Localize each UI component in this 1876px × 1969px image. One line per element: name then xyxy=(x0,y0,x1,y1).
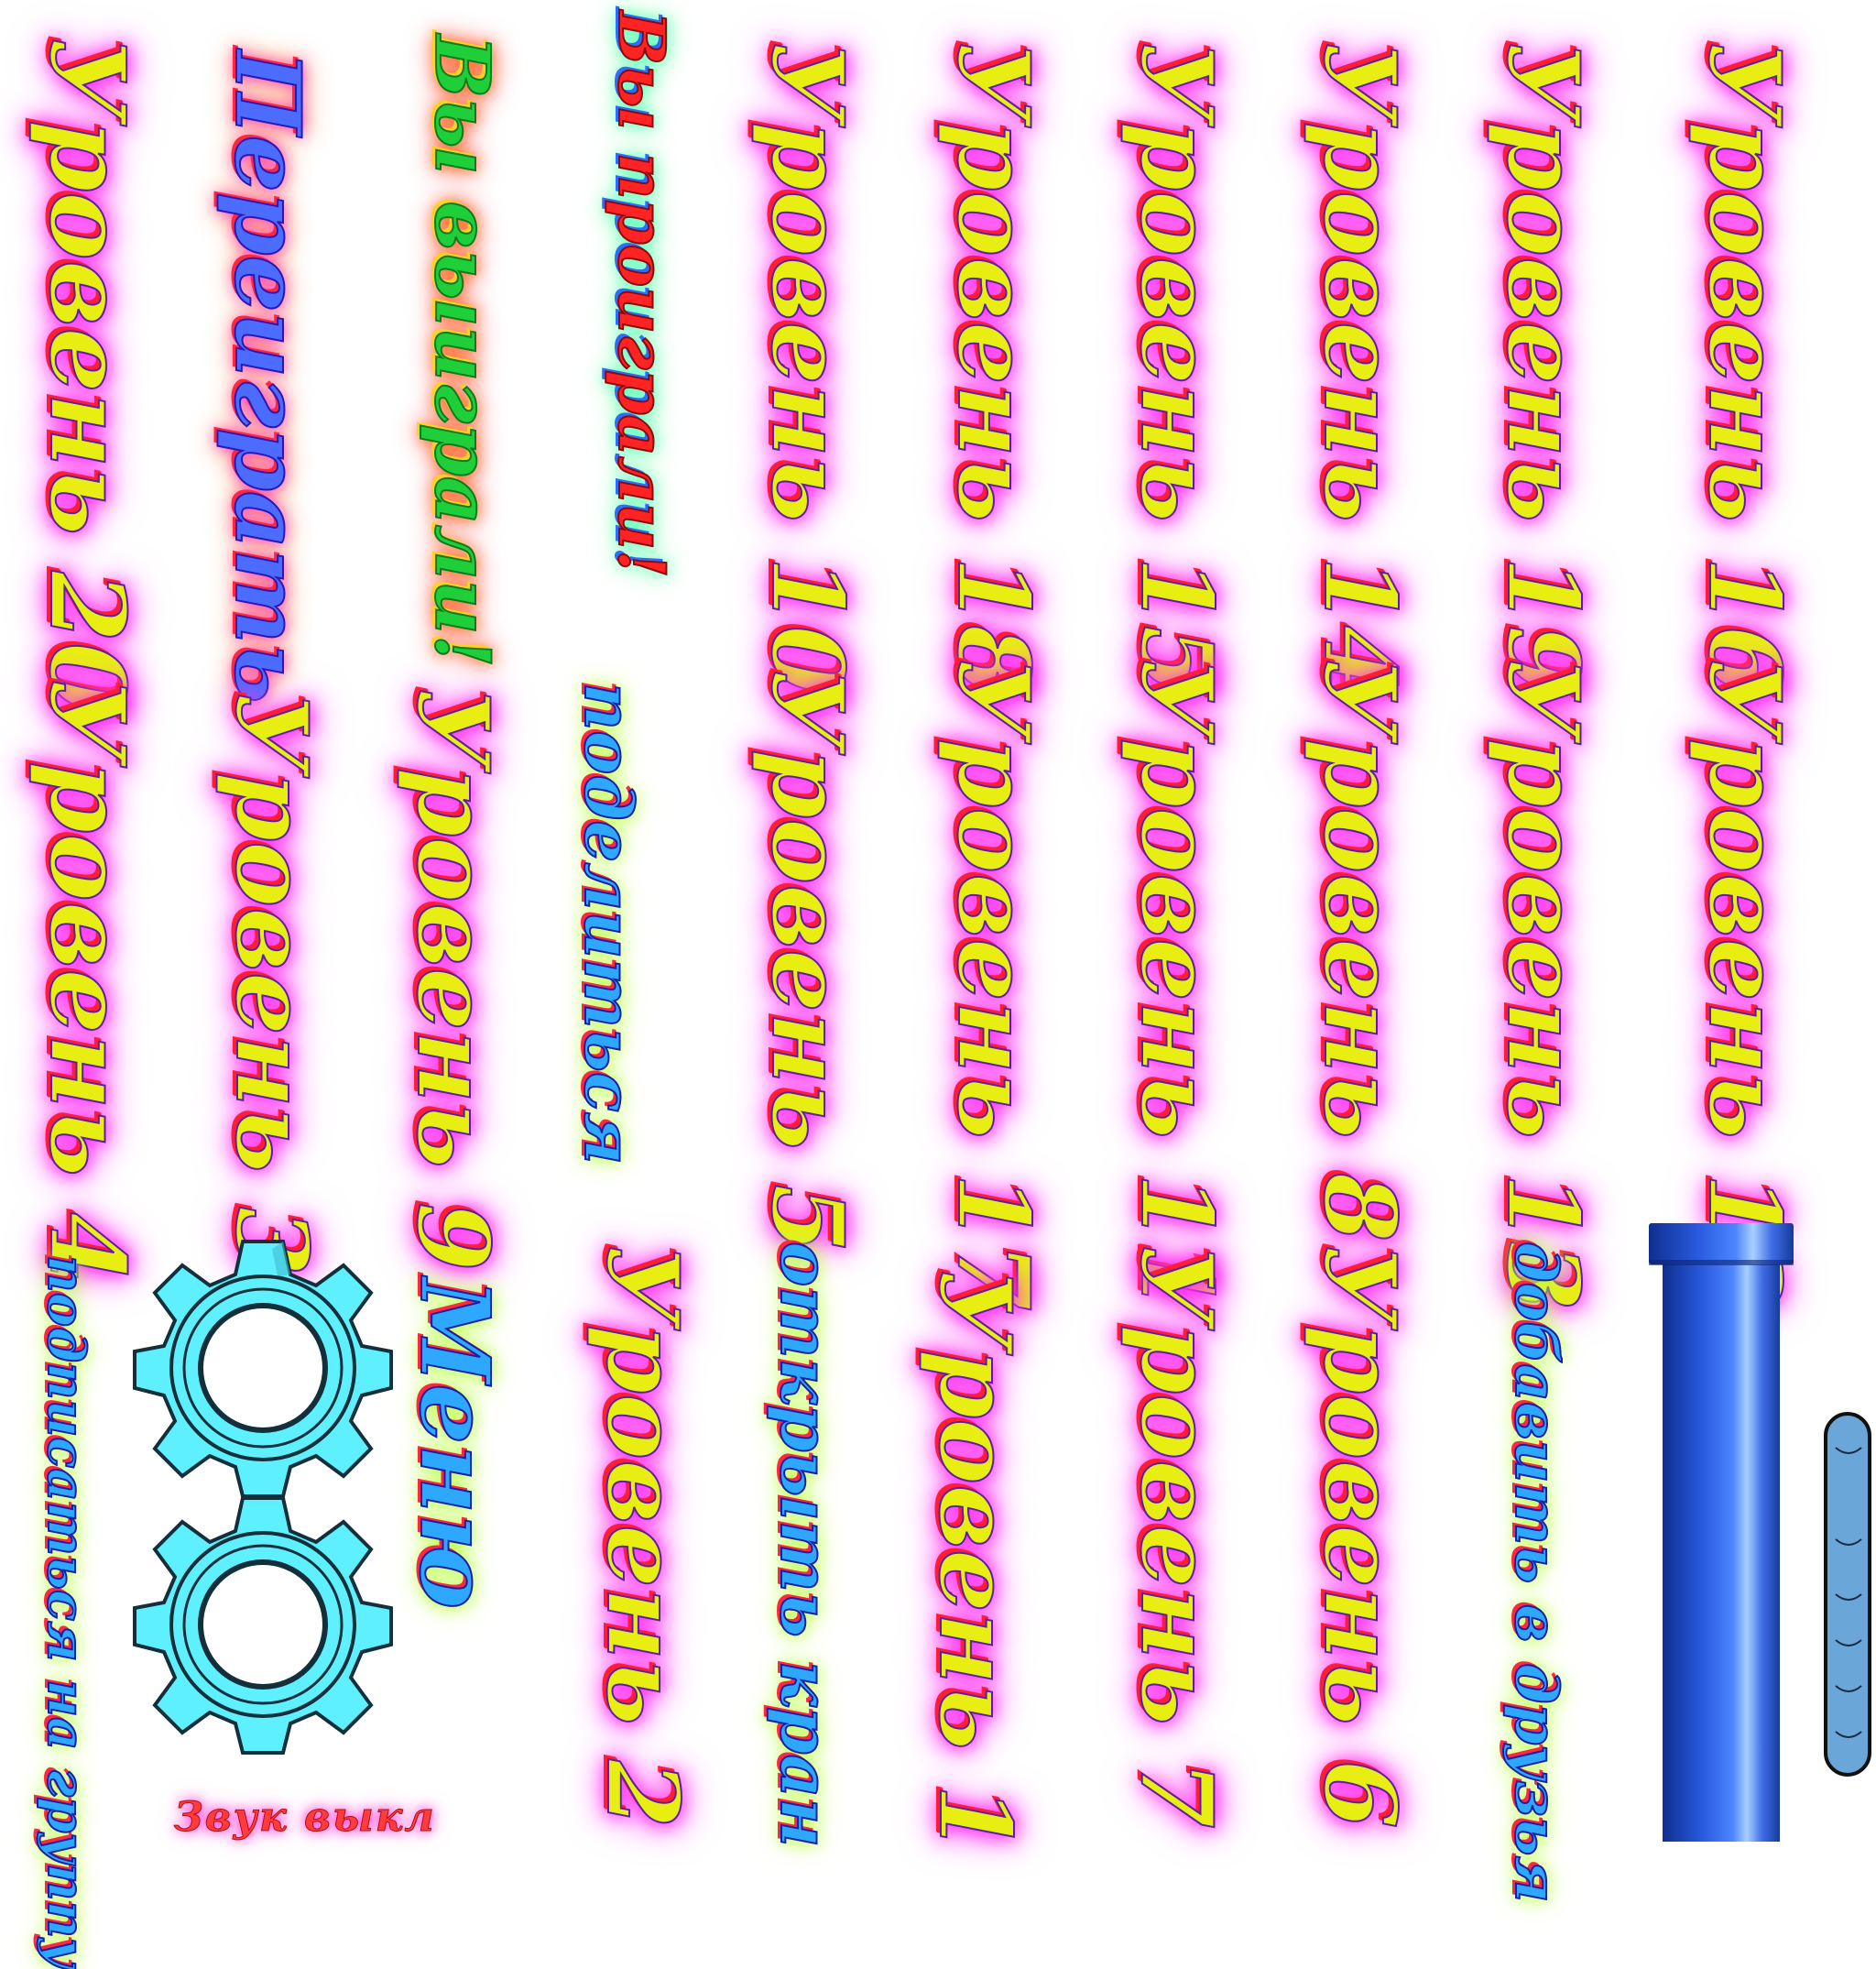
menu-button[interactable]: Меню xyxy=(398,1277,512,1610)
gear-icon[interactable] xyxy=(133,1492,394,1757)
level-13-button[interactable]: Уровень 13 xyxy=(1484,657,1601,1312)
level-10-button[interactable]: Уровень 10 xyxy=(748,40,866,695)
you-lost-label: Вы проиграли! xyxy=(603,10,681,579)
level-19-button[interactable]: Уровень 19 xyxy=(1484,40,1601,695)
level-11-button[interactable]: Уровень 11 xyxy=(1118,657,1235,1312)
level-2-button[interactable]: Уровень 2 xyxy=(584,1243,701,1830)
level-8-button[interactable]: Уровень 8 xyxy=(1301,657,1418,1243)
share-button[interactable]: поделиться xyxy=(569,682,649,1165)
open-screen-button[interactable]: открыть кран xyxy=(764,1241,845,1848)
level-5-button[interactable]: Уровень 5 xyxy=(748,668,866,1254)
sound-toggle-button[interactable]: Звук выкл xyxy=(174,1794,436,1842)
level-20-button[interactable]: Уровень 20 xyxy=(26,36,147,715)
level-7-button[interactable]: Уровень 7 xyxy=(1118,1243,1235,1830)
level-12-button[interactable]: Уровень 12 xyxy=(1685,657,1803,1312)
you-won-label: Вы выиграли! xyxy=(417,34,507,668)
level-6-button[interactable]: Уровень 6 xyxy=(1301,1243,1418,1830)
add-friends-button[interactable]: добавить в друзья xyxy=(1500,1241,1571,1904)
level-15-button[interactable]: Уровень 15 xyxy=(1118,40,1235,695)
level-17-button[interactable]: Уровень 17 xyxy=(934,657,1052,1312)
subscribe-group-button[interactable]: подписаться на группу xyxy=(35,1254,97,1969)
level-9-button[interactable]: Уровень 9 xyxy=(394,686,511,1273)
level-18-button[interactable]: Уровень 18 xyxy=(934,40,1052,695)
gear-icon[interactable] xyxy=(133,1235,394,1501)
level-3-button[interactable]: Уровень 3 xyxy=(213,691,330,1277)
replay-button[interactable]: Переиграть xyxy=(213,49,321,705)
level-14-button[interactable]: Уровень 14 xyxy=(1301,40,1418,695)
pipe-icon xyxy=(1649,1223,1794,1842)
water-capsule-icon xyxy=(1824,1412,1871,1777)
level-1-button[interactable]: Уровень 1 xyxy=(916,1268,1033,1854)
level-16-button[interactable]: Уровень 16 xyxy=(1685,40,1803,695)
level-4-button[interactable]: Уровень 4 xyxy=(26,677,147,1285)
